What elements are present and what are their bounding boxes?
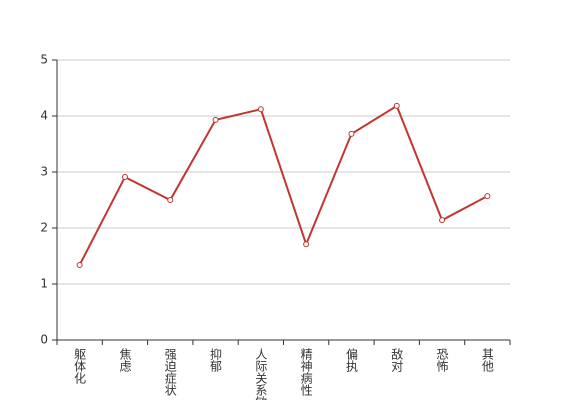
x-tick-label: 焦虑 <box>118 348 132 372</box>
x-tick-label: 抑郁 <box>209 347 223 373</box>
point <box>212 116 219 123</box>
y-tick-label: 1 <box>40 277 48 291</box>
point <box>439 217 446 224</box>
point <box>348 130 355 137</box>
y-tick-label: 3 <box>40 165 48 179</box>
x-tick-label: 躯体化 <box>73 347 87 385</box>
point <box>484 193 491 200</box>
point <box>121 174 128 181</box>
y-tick-label: 4 <box>40 109 48 123</box>
x-tick-label: 敌对 <box>390 347 404 372</box>
point <box>257 106 264 113</box>
y-tick-label: 2 <box>40 221 48 235</box>
line <box>78 104 488 266</box>
point <box>76 261 83 268</box>
x-tick-label: 其他 <box>480 348 494 372</box>
x-tick-label: 偏执 <box>344 347 358 373</box>
point <box>167 197 174 203</box>
y-tick-label: 0 <box>40 333 48 347</box>
point <box>303 241 310 248</box>
x-tick-label: 恐怖 <box>435 348 449 372</box>
x-tick-label: 精神病性 <box>299 348 313 397</box>
x-tick-label: 人际关系敏感 <box>254 348 268 400</box>
point <box>393 102 400 109</box>
x-tick-label: 强迫症状 <box>163 348 177 396</box>
y-tick-label: 5 <box>40 53 48 67</box>
